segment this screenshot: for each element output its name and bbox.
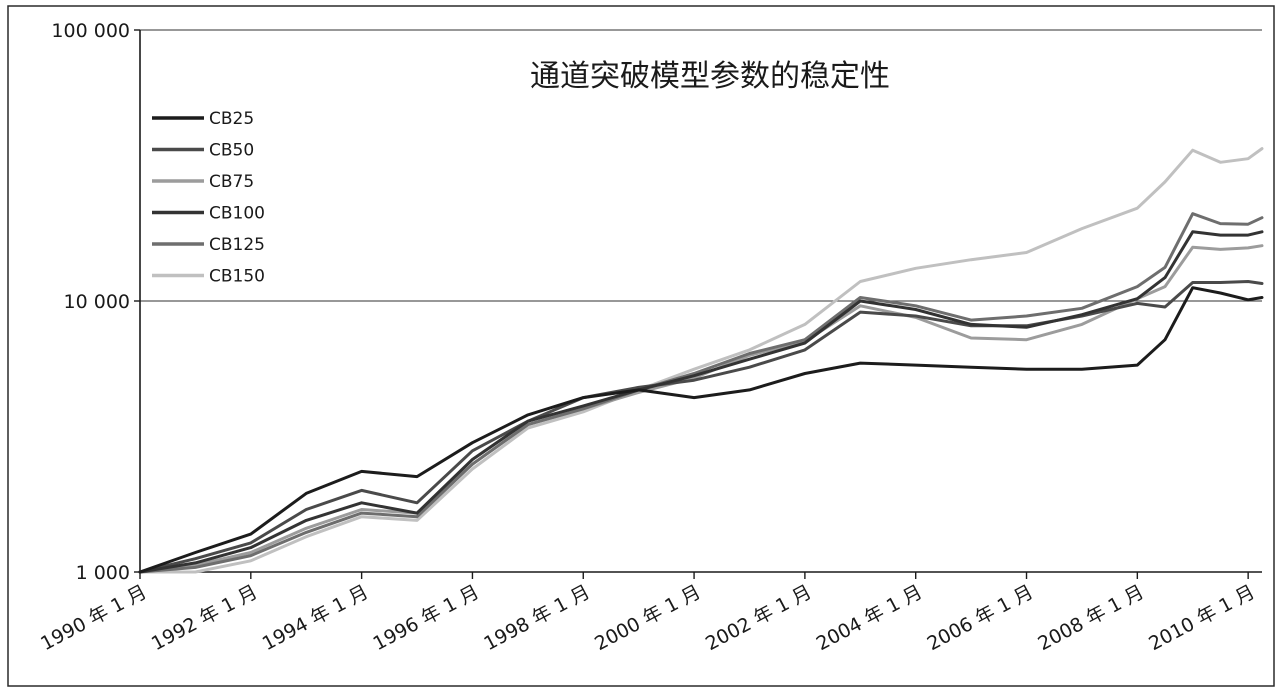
legend-label-cb125: CB125 — [209, 235, 265, 255]
series-line-cb150 — [138, 147, 1264, 574]
legend-label-cb75: CB75 — [209, 172, 254, 192]
series-line-cb125 — [138, 212, 1264, 574]
y-tick-label-0: 1 000 — [76, 562, 130, 584]
series-line-cb75 — [138, 244, 1264, 574]
legend: CB25 CB50 CB75 CB100 CB125 CB150 — [152, 109, 265, 287]
y-tick-label-1: 10 000 — [64, 291, 130, 313]
series-line-cb50 — [138, 280, 1264, 574]
y-tick-label-2: 100 000 — [51, 20, 130, 42]
chart-border — [7, 5, 1275, 687]
legend-label-cb50: CB50 — [209, 141, 254, 161]
grid-lines — [140, 29, 1262, 302]
chart-title: 通道突破模型参数的稳定性 — [530, 59, 890, 94]
legend-label-cb100: CB100 — [209, 204, 265, 224]
series-line-cb25 — [138, 286, 1264, 574]
legend-label-cb150: CB150 — [209, 267, 265, 287]
series-lines — [138, 147, 1264, 574]
legend-label-cb25: CB25 — [209, 109, 254, 129]
y-axis-ticks: 1 000 10 000 100 000 — [51, 20, 140, 584]
series-line-cb100 — [138, 230, 1264, 574]
